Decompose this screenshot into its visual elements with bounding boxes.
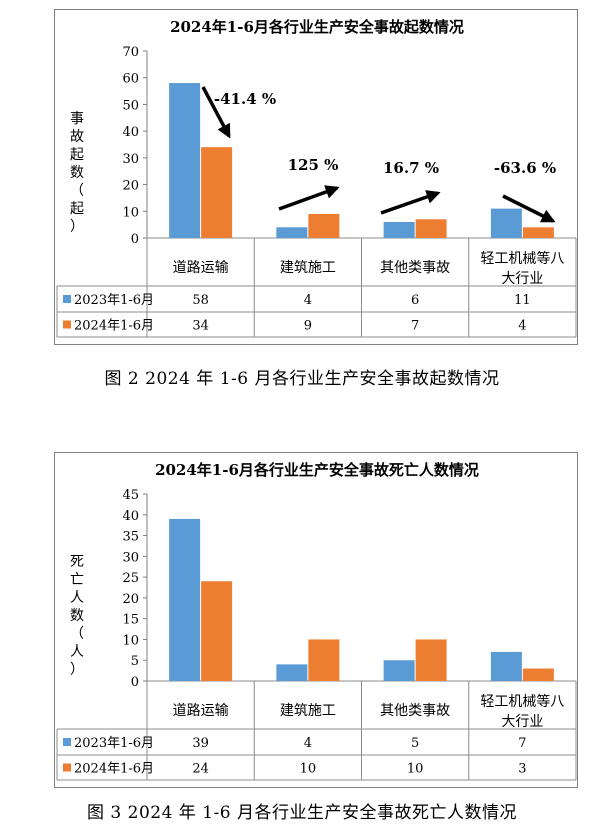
table-value: 24 bbox=[192, 762, 209, 777]
figure-2-caption: 图 2 2024 年 1-6 月各行业生产安全事故起数情况 bbox=[104, 369, 500, 389]
bar bbox=[490, 208, 522, 238]
y-tick-label: 30 bbox=[122, 550, 139, 565]
bar bbox=[415, 639, 447, 681]
y-axis-label-char: 故 bbox=[70, 129, 84, 145]
y-axis-label-char: 起 bbox=[70, 201, 84, 217]
accident-count-chart-svg: 2024年1-6月各行业生产安全事故起数情况事故起数（起）01020304050… bbox=[56, 18, 577, 338]
bar bbox=[490, 651, 522, 681]
table-value: 34 bbox=[192, 319, 209, 334]
bar bbox=[201, 581, 233, 681]
table-value: 9 bbox=[304, 319, 312, 334]
bar bbox=[276, 227, 308, 238]
bar bbox=[169, 518, 201, 681]
category-label: 大行业 bbox=[501, 714, 543, 730]
category-label: 道路运输 bbox=[173, 260, 229, 276]
legend-label: 2024年1-6月 bbox=[74, 319, 154, 334]
y-tick-label: 10 bbox=[122, 633, 139, 648]
category-label: 轻工机械等八 bbox=[480, 693, 564, 710]
y-tick-label: 40 bbox=[122, 509, 139, 524]
legend-swatch bbox=[63, 738, 71, 746]
change-arrow bbox=[201, 86, 231, 139]
category-label: 其他类事故 bbox=[380, 703, 450, 719]
table-value: 10 bbox=[300, 762, 317, 777]
table-value: 5 bbox=[411, 736, 419, 751]
y-tick-label: 0 bbox=[131, 675, 139, 690]
change-arrow bbox=[380, 190, 441, 215]
y-axis-label-char: （ bbox=[70, 626, 84, 642]
y-tick-label: 60 bbox=[122, 72, 139, 87]
change-annotation: -63.6 % bbox=[494, 159, 556, 177]
bar bbox=[276, 664, 308, 681]
y-axis-label-char: ） bbox=[70, 662, 84, 678]
table-value: 4 bbox=[304, 293, 312, 308]
legend-label: 2023年1-6月 bbox=[74, 293, 154, 308]
y-axis-label-char: 起 bbox=[70, 147, 84, 163]
bar bbox=[308, 213, 340, 238]
table-value: 58 bbox=[192, 293, 209, 308]
table-value: 3 bbox=[518, 762, 526, 777]
category-label: 大行业 bbox=[501, 271, 543, 287]
table-value: 11 bbox=[514, 293, 531, 308]
bar bbox=[415, 219, 447, 238]
change-annotation: 16.7 % bbox=[383, 159, 439, 177]
accident-count-chart: 2024年1-6月各行业生产安全事故起数情况事故起数（起） 0 10 20 30 40 50… bbox=[54, 9, 578, 345]
y-tick-label: 45 bbox=[122, 488, 139, 503]
chart-title: 2024年1-6月各行业生产安全事故起数情况 bbox=[170, 18, 464, 36]
y-tick-label: 70 bbox=[122, 45, 139, 60]
table-value: 39 bbox=[192, 736, 209, 751]
y-axis-label-char: 事 bbox=[70, 111, 84, 127]
legend-label: 2024年1-6月 bbox=[74, 762, 154, 777]
y-tick-label: 10 bbox=[122, 205, 139, 220]
legend-swatch bbox=[63, 295, 71, 303]
category-label: 建筑施工 bbox=[280, 703, 336, 719]
bar bbox=[169, 83, 201, 238]
table-value: 6 bbox=[411, 293, 419, 308]
y-tick-label: 20 bbox=[122, 179, 139, 194]
y-axis-label-char: 数 bbox=[70, 165, 84, 181]
y-tick-label: 35 bbox=[122, 530, 139, 545]
bar bbox=[383, 221, 415, 238]
bar bbox=[308, 639, 340, 681]
table-value: 4 bbox=[304, 736, 312, 751]
table-value: 4 bbox=[518, 319, 526, 334]
legend-swatch bbox=[63, 763, 71, 772]
y-tick-label: 50 bbox=[122, 98, 139, 113]
y-axis-label-char: 亡 bbox=[70, 572, 84, 588]
category-label: 轻工机械等八 bbox=[480, 250, 564, 267]
y-axis-label-char: 人 bbox=[70, 590, 84, 606]
change-annotation: -41.4 % bbox=[214, 90, 276, 108]
bar bbox=[522, 668, 554, 681]
y-axis-label-char: （ bbox=[70, 183, 84, 199]
y-axis-label-char: ） bbox=[70, 219, 84, 235]
bar bbox=[383, 660, 415, 681]
category-label: 道路运输 bbox=[173, 703, 229, 719]
bar bbox=[201, 147, 233, 238]
category-label: 建筑施工 bbox=[280, 260, 336, 276]
y-tick-label: 40 bbox=[122, 125, 139, 140]
y-axis-label-char: 人 bbox=[70, 644, 84, 660]
y-axis-label-char: 数 bbox=[70, 608, 84, 624]
legend-swatch bbox=[63, 320, 71, 329]
death-count-chart-svg: 2024年1-6月各行业生产安全事故死亡人数情况死亡人数（人）051015202… bbox=[56, 461, 577, 781]
table-value: 7 bbox=[518, 736, 526, 751]
chart-title: 2024年1-6月各行业生产安全事故死亡人数情况 bbox=[155, 461, 479, 479]
y-tick-label: 0 bbox=[131, 232, 139, 247]
y-axis-label-char: 死 bbox=[70, 554, 84, 570]
table-value: 7 bbox=[411, 319, 419, 334]
y-tick-label: 20 bbox=[122, 592, 139, 607]
y-tick-label: 25 bbox=[122, 571, 139, 586]
y-tick-label: 5 bbox=[131, 654, 139, 669]
bar bbox=[522, 227, 554, 238]
y-tick-label: 15 bbox=[122, 613, 139, 628]
figure-3-caption: 图 3 2024 年 1-6 月各行业生产安全事故死亡人数情况 bbox=[87, 803, 517, 823]
table-value: 10 bbox=[407, 762, 424, 777]
legend-label: 2023年1-6月 bbox=[74, 736, 154, 751]
change-arrow bbox=[502, 194, 556, 223]
y-tick-label: 30 bbox=[122, 152, 139, 167]
change-arrow bbox=[278, 185, 340, 211]
death-count-chart: 2024年1-6月各行业生产安全事故死亡人数情况死亡人数（人） 0 5 10 15 20 2… bbox=[54, 452, 578, 788]
change-annotation: 125 % bbox=[288, 156, 339, 174]
category-label: 其他类事故 bbox=[380, 260, 450, 276]
